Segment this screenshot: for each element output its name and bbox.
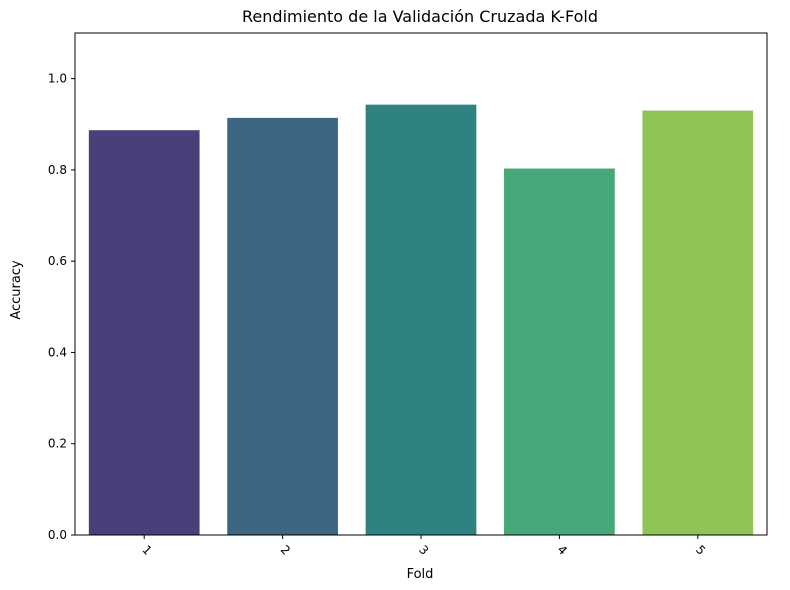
y-tick-label: 0.4 [48,345,67,359]
x-axis-label: Fold [407,567,434,582]
chart-title: Rendimiento de la Validación Cruzada K-F… [242,7,598,26]
bar-fold-3 [365,104,477,536]
x-tick-label: 2 [278,543,293,558]
bar-fold-2 [227,117,338,535]
bar-fold-4 [504,168,615,536]
x-tick-label: 3 [416,543,431,558]
x-tick-label: 4 [555,543,570,558]
x-tick-label: 1 [139,543,154,558]
y-tick-label: 1.0 [48,72,67,86]
y-axis-label: Accuracy [9,260,24,320]
bar-fold-1 [88,130,200,535]
bar-fold-5 [642,110,754,535]
plot-area: 0.0 0.2 0.4 0.6 0.8 1.0 1 2 3 4 5 [48,32,768,558]
y-tick-label: 0.8 [48,163,67,177]
x-tick-label: 5 [693,543,708,558]
y-tick-label: 0.2 [48,437,67,451]
y-tick-label: 0.6 [48,254,67,268]
y-tick-label: 0.0 [48,528,67,542]
